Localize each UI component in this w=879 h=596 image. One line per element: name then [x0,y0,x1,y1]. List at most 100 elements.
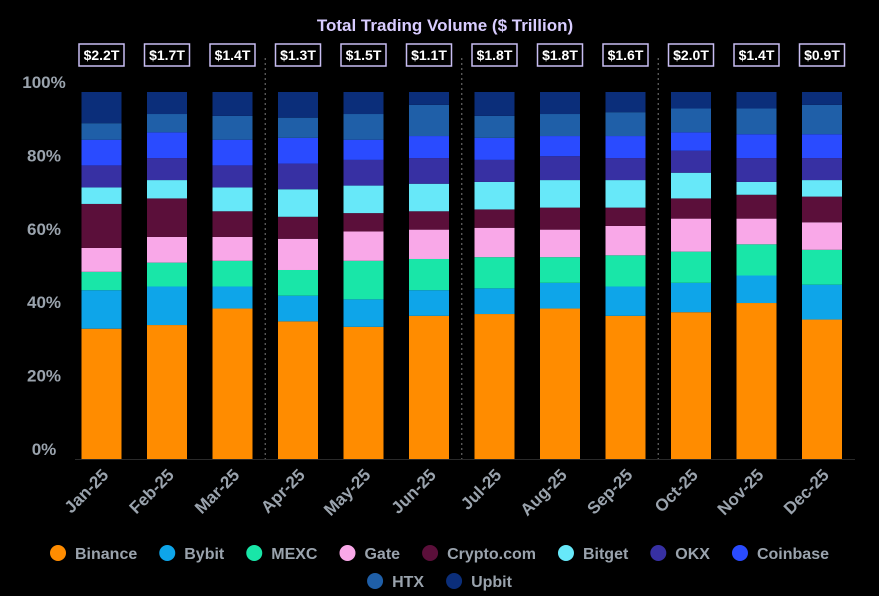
y-tick-label-100: 100% [22,73,65,92]
legend-item-gate: Gate [339,545,400,563]
bar-segment-okx-mar-25 [212,165,253,188]
total-badge-label-dec-25: $0.9T [804,47,840,63]
bar-segment-okx-oct-25 [671,150,711,173]
bar-segment-bybit-oct-25 [671,282,711,313]
bar-segment-coinbase-mar-25 [212,139,253,166]
bar-segment-upbit-feb-25 [147,92,187,115]
bar-segment-upbit-jun-25 [409,92,449,105]
bar-segment-bitget-sep-25 [605,180,646,208]
legend-row-1: Binance Bybit MEXC Gate Crypto.com Bitget OKX C… [50,545,829,563]
bar-segment-bitget-jun-25 [409,183,449,212]
bar-segment-mexc-aug-25 [540,257,580,283]
total-badge-box-aug-25 [536,43,584,67]
legend-label-mexc: MEXC [271,546,318,563]
bar-segment-binance-feb-25 [147,325,187,459]
bar-segment-bybit-jul-25 [474,288,515,315]
bar-segment-upbit-nov-25 [736,92,777,109]
bar-segment-bitget-oct-25 [671,172,711,199]
bar-segment-bybit-dec-25 [802,284,842,320]
legend-row-2: HTX Upbit [367,573,513,591]
bar-segment-gate-aug-25 [540,229,580,258]
bar-segment-htx-nov-25 [736,108,777,135]
bar-segment-mexc-dec-25 [802,249,842,285]
legend-label-okx: OKX [675,546,710,563]
bar-segment-mexc-oct-25 [671,251,711,283]
bar-segment-okx-aug-25 [540,156,580,181]
bar-segment-htx-apr-25 [278,117,318,138]
bar-segment-htx-dec-25 [802,104,842,135]
bar-segment-binance-jul-25 [474,314,515,459]
bar-segment-binance-jun-25 [409,315,449,459]
legend-item-bitget: Bitget [557,545,629,563]
y-tick-label-20: 20% [27,367,61,386]
bar-segment-binance-apr-25 [278,321,318,459]
legend-label-crypto-com: Crypto.com [447,546,536,563]
legend-item-coinbase: Coinbase [731,545,829,563]
bar-segment-coinbase-dec-25 [802,134,842,159]
bar-segment-bitget-may-25 [343,185,384,214]
bar-segment-gate-may-25 [343,231,384,261]
legend-label-bybit: Bybit [184,546,225,563]
bar-segment-bybit-aug-25 [540,282,580,309]
x-tick-label-jun-25: Jun-25 [388,465,440,517]
bar-segment-upbit-dec-25 [802,92,842,105]
bar-segment-bitget-nov-25 [736,181,777,195]
total-badge-label-may-25: $1.5T [346,47,382,63]
bar-segment-mexc-jul-25 [474,257,515,289]
bar-segment-gate-jul-25 [474,227,515,258]
bar-segment-coinbase-nov-25 [736,134,777,159]
bar-segment-upbit-apr-25 [278,92,318,118]
quarter-separators [264,58,659,459]
legend-item-okx: OKX [650,545,710,563]
x-tick-label-feb-25: Feb-25 [126,465,178,517]
bar-segment-coinbase-jul-25 [474,137,515,160]
bar-segment-upbit-jul-25 [474,92,515,116]
bar-segment-bybit-may-25 [343,299,384,327]
bar-segment-crypto-com-dec-25 [802,196,842,223]
bar-segment-htx-aug-25 [540,114,580,137]
legend-item-bybit: Bybit [159,545,225,563]
bar-segment-upbit-may-25 [343,92,384,115]
legend-swatch-mexc [246,545,263,561]
bar-segment-bitget-apr-25 [278,189,318,217]
legend-label-bitget: Bitget [583,546,629,563]
total-badge-label-jan-25: $2.2T [84,47,120,63]
bar-segment-mexc-mar-25 [212,260,253,287]
bar-segment-gate-jun-25 [409,229,449,259]
bars-group [81,92,842,459]
bar-segment-bybit-jan-25 [81,290,122,329]
chart-title: Total Trading Volume ($ Trillion) [317,16,573,35]
total-badge-label-mar-25: $1.4T [215,47,251,63]
total-badge-box-oct-25 [667,43,715,67]
total-badge-box-mar-25 [209,43,256,67]
bar-segment-upbit-mar-25 [212,92,253,116]
bar-segment-bitget-mar-25 [212,187,253,212]
bar-segment-binance-sep-25 [605,315,646,459]
total-badge-box-nov-25 [733,43,780,67]
total-badge-label-feb-25: $1.7T [149,47,185,63]
bar-segment-crypto-com-jun-25 [409,211,449,230]
bar-segment-mexc-nov-25 [736,244,777,276]
bar-segment-mexc-feb-25 [147,262,187,287]
bar-segment-upbit-oct-25 [671,92,711,109]
bar-segment-okx-feb-25 [147,158,187,181]
bar-segment-binance-nov-25 [736,303,777,459]
legend: Binance Bybit MEXC Gate Crypto.com Bitget OKX C… [50,545,829,591]
legend-item-binance: Binance [50,545,137,563]
bar-segment-crypto-com-nov-25 [736,194,777,219]
bar-segment-gate-feb-25 [147,236,187,263]
total-badge-label-sep-25: $1.6T [608,47,644,63]
bar-segment-mexc-sep-25 [605,255,646,287]
bar-segment-bybit-sep-25 [605,286,646,316]
bar-segment-htx-feb-25 [147,114,187,133]
bar-segment-htx-may-25 [343,114,384,140]
bar-segment-crypto-com-oct-25 [671,198,711,219]
bar-segment-htx-jun-25 [409,104,449,137]
bar-segment-crypto-com-jan-25 [81,203,122,248]
total-badge-box-feb-25 [143,43,191,67]
bar-segment-htx-mar-25 [212,115,253,140]
legend-item-mexc: MEXC [246,545,318,563]
x-tick-label-apr-25: Apr-25 [257,465,309,517]
